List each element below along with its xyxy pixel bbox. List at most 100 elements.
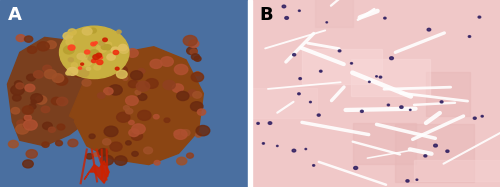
Circle shape <box>132 124 145 134</box>
Circle shape <box>326 22 328 23</box>
Ellipse shape <box>60 26 129 79</box>
Circle shape <box>82 58 92 66</box>
Circle shape <box>26 74 36 81</box>
Circle shape <box>30 94 42 103</box>
Circle shape <box>67 68 78 75</box>
Circle shape <box>379 76 382 78</box>
Circle shape <box>72 67 86 77</box>
Bar <box>350 59 430 96</box>
Circle shape <box>93 43 96 45</box>
Bar <box>414 160 500 181</box>
Circle shape <box>34 71 43 78</box>
Circle shape <box>164 118 170 122</box>
Circle shape <box>68 139 78 147</box>
Circle shape <box>114 156 127 165</box>
Circle shape <box>481 115 484 117</box>
Circle shape <box>88 73 94 78</box>
Circle shape <box>100 155 114 165</box>
Circle shape <box>196 125 210 136</box>
Circle shape <box>116 112 130 122</box>
Circle shape <box>138 110 151 120</box>
Circle shape <box>66 71 70 75</box>
Circle shape <box>90 50 99 57</box>
Circle shape <box>81 36 90 43</box>
Circle shape <box>68 58 73 62</box>
Circle shape <box>186 153 194 158</box>
Circle shape <box>82 27 92 35</box>
Circle shape <box>96 60 103 65</box>
Circle shape <box>81 72 88 78</box>
Circle shape <box>16 124 29 134</box>
Circle shape <box>182 130 190 136</box>
Circle shape <box>154 115 159 119</box>
Circle shape <box>138 68 145 74</box>
Circle shape <box>110 142 122 151</box>
Circle shape <box>191 72 203 82</box>
Circle shape <box>176 157 187 165</box>
Circle shape <box>388 104 390 106</box>
Circle shape <box>94 65 100 70</box>
Circle shape <box>292 53 296 56</box>
Circle shape <box>24 120 37 130</box>
Circle shape <box>107 54 116 60</box>
Circle shape <box>88 56 101 65</box>
Circle shape <box>91 42 96 46</box>
Circle shape <box>88 36 101 47</box>
Circle shape <box>57 124 65 130</box>
Circle shape <box>424 155 427 157</box>
Circle shape <box>320 70 322 72</box>
Circle shape <box>434 144 438 147</box>
Text: A: A <box>8 6 22 24</box>
Polygon shape <box>8 37 104 146</box>
Circle shape <box>43 65 52 72</box>
Circle shape <box>11 108 20 114</box>
Circle shape <box>299 78 302 79</box>
Circle shape <box>113 50 118 54</box>
Circle shape <box>390 57 394 60</box>
Circle shape <box>94 42 98 44</box>
Circle shape <box>63 32 72 40</box>
Circle shape <box>56 141 62 146</box>
Circle shape <box>94 153 99 157</box>
Bar <box>315 0 353 27</box>
Circle shape <box>310 101 312 103</box>
Circle shape <box>446 150 449 152</box>
Circle shape <box>126 49 138 57</box>
Circle shape <box>28 46 37 53</box>
Circle shape <box>22 160 34 168</box>
Circle shape <box>70 47 78 54</box>
Circle shape <box>41 106 50 113</box>
Circle shape <box>276 145 278 147</box>
Circle shape <box>56 76 68 85</box>
Circle shape <box>126 96 138 105</box>
Circle shape <box>338 50 341 52</box>
Circle shape <box>154 160 160 165</box>
Circle shape <box>56 98 64 104</box>
Circle shape <box>298 10 300 11</box>
Circle shape <box>132 151 138 156</box>
Circle shape <box>144 147 152 154</box>
Circle shape <box>106 56 112 60</box>
Circle shape <box>174 131 180 135</box>
Circle shape <box>119 46 128 53</box>
Circle shape <box>78 69 89 77</box>
Circle shape <box>56 97 68 106</box>
Circle shape <box>96 45 107 52</box>
Circle shape <box>192 54 200 60</box>
Circle shape <box>129 129 139 137</box>
Circle shape <box>186 47 197 55</box>
Circle shape <box>92 59 96 63</box>
Circle shape <box>80 36 92 46</box>
Circle shape <box>64 46 74 54</box>
Circle shape <box>198 109 205 115</box>
Circle shape <box>115 63 124 70</box>
Circle shape <box>89 134 95 139</box>
Circle shape <box>188 90 196 96</box>
Circle shape <box>112 47 119 53</box>
Circle shape <box>150 59 162 68</box>
Circle shape <box>292 149 296 152</box>
Bar <box>396 124 474 182</box>
Circle shape <box>138 94 147 100</box>
Circle shape <box>77 53 85 59</box>
Circle shape <box>368 81 370 82</box>
